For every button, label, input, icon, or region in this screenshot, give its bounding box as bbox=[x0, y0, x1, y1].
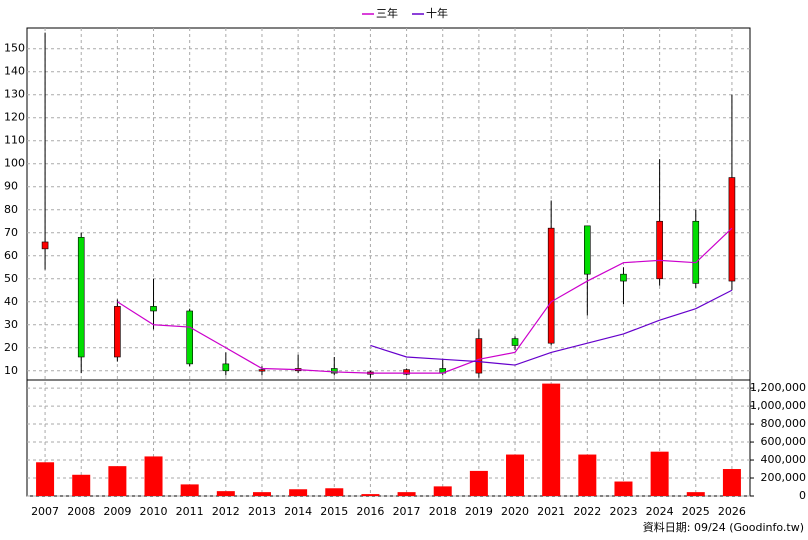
volume-bar bbox=[108, 466, 127, 496]
y-tick-label: 140 bbox=[4, 65, 25, 78]
candle-body bbox=[475, 338, 483, 374]
y2-tick-label: 400,000 bbox=[761, 453, 807, 466]
volume-bar bbox=[542, 383, 561, 496]
volume-bar bbox=[72, 474, 91, 496]
candle-body bbox=[222, 363, 230, 372]
x-tick-label: 2020 bbox=[501, 505, 529, 518]
x-tick-label: 2018 bbox=[429, 505, 457, 518]
y-tick-label: 150 bbox=[4, 42, 25, 55]
volume-bar bbox=[216, 491, 235, 496]
candle-body bbox=[656, 220, 663, 280]
source-note: 資料日期: 09/24 (Goodinfo.tw) bbox=[643, 520, 804, 534]
x-tick-label: 2011 bbox=[176, 505, 204, 518]
x-tick-label: 2013 bbox=[248, 505, 276, 518]
x-tick-label: 2026 bbox=[718, 505, 746, 518]
y-tick-label: 20 bbox=[4, 341, 18, 354]
y2-tick-label: 1,200,000 bbox=[750, 381, 806, 394]
y2-tick-label: 200,000 bbox=[761, 471, 807, 484]
x-tick-label: 2017 bbox=[393, 505, 421, 518]
candle-body bbox=[150, 306, 157, 312]
volume-bar bbox=[144, 456, 163, 496]
candle-body bbox=[692, 220, 700, 284]
legend-label: 三年 bbox=[376, 6, 398, 20]
volume-bar bbox=[289, 489, 308, 496]
volume-bar bbox=[252, 492, 271, 496]
y-tick-label: 80 bbox=[4, 203, 18, 216]
x-tick-label: 2019 bbox=[465, 505, 493, 518]
volume-bar bbox=[36, 462, 55, 496]
y-tick-label: 130 bbox=[4, 88, 25, 101]
candle-body bbox=[620, 273, 627, 282]
x-tick-label: 2024 bbox=[646, 505, 674, 518]
x-tick-label: 2023 bbox=[609, 505, 637, 518]
volume-bar bbox=[650, 451, 669, 496]
y-tick-label: 90 bbox=[4, 180, 18, 193]
ma-line bbox=[370, 289, 733, 366]
y2-tick-label: 0 bbox=[799, 489, 806, 502]
y-tick-label: 10 bbox=[4, 364, 18, 377]
candle-body bbox=[41, 241, 49, 250]
x-tick-label: 2015 bbox=[320, 505, 348, 518]
candle-body bbox=[584, 225, 591, 275]
x-tick-label: 2022 bbox=[573, 505, 601, 518]
candle-body bbox=[403, 369, 410, 375]
y-tick-label: 30 bbox=[4, 318, 18, 331]
volume-bar bbox=[578, 454, 597, 496]
x-tick-label: 2009 bbox=[103, 505, 131, 518]
x-tick-label: 2008 bbox=[67, 505, 95, 518]
y-tick-label: 70 bbox=[4, 226, 18, 239]
ma-line bbox=[117, 227, 733, 374]
y2-tick-label: 800,000 bbox=[761, 417, 807, 430]
candle-body bbox=[114, 306, 121, 358]
volume-bar bbox=[469, 470, 488, 496]
y-tick-label: 110 bbox=[4, 134, 25, 147]
x-tick-label: 2016 bbox=[356, 505, 384, 518]
volume-bar bbox=[722, 469, 741, 496]
x-tick-label: 2012 bbox=[212, 505, 240, 518]
volume-bar bbox=[433, 486, 452, 496]
y-tick-label: 100 bbox=[4, 157, 25, 170]
candle-body bbox=[77, 237, 85, 358]
y-tick-label: 50 bbox=[4, 272, 18, 285]
x-tick-label: 2007 bbox=[31, 505, 59, 518]
y-tick-label: 60 bbox=[4, 249, 18, 262]
legend-label: 十年 bbox=[426, 6, 448, 20]
y-tick-label: 40 bbox=[4, 295, 18, 308]
x-tick-label: 2010 bbox=[140, 505, 168, 518]
x-tick-label: 2025 bbox=[682, 505, 710, 518]
candle-body bbox=[547, 227, 555, 344]
candle-body bbox=[330, 368, 338, 374]
y2-tick-label: 600,000 bbox=[761, 435, 807, 448]
candle-body bbox=[186, 310, 193, 365]
volume-bar bbox=[686, 492, 705, 496]
candle-body bbox=[511, 338, 519, 346]
volume-bar bbox=[614, 481, 633, 496]
candle-body bbox=[258, 369, 266, 372]
volume-bar bbox=[506, 454, 525, 496]
volume-bar bbox=[180, 484, 199, 496]
x-tick-label: 2014 bbox=[284, 505, 312, 518]
y-tick-label: 120 bbox=[4, 111, 25, 124]
volume-bar bbox=[361, 494, 380, 496]
volume-bar bbox=[325, 488, 344, 496]
volume-bar bbox=[397, 492, 416, 496]
y2-tick-label: 1,000,000 bbox=[750, 399, 806, 412]
candle-body bbox=[728, 177, 736, 282]
x-tick-label: 2021 bbox=[537, 505, 565, 518]
